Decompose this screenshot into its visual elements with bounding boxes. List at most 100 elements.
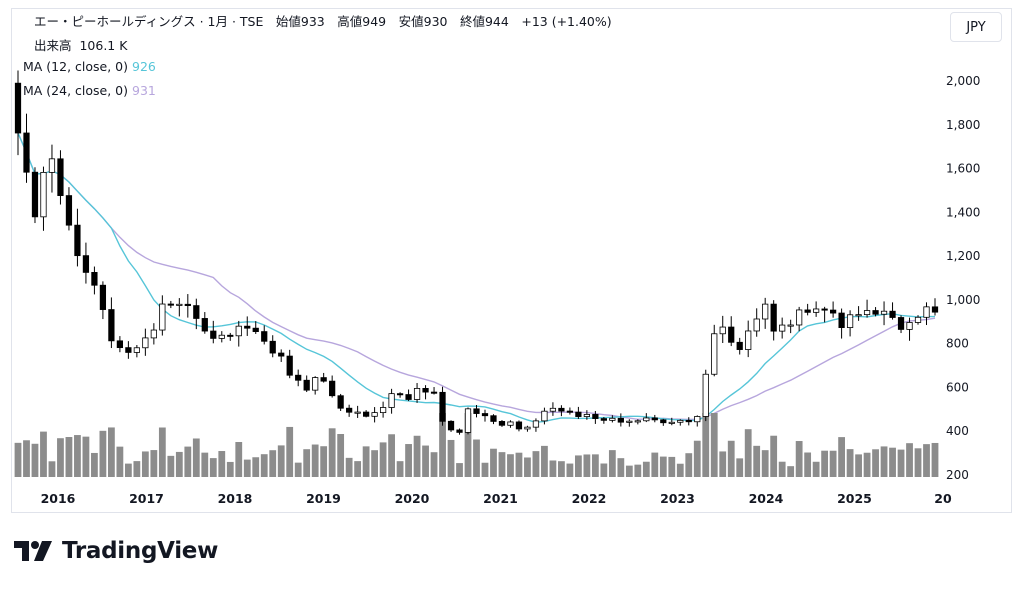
candle-body	[108, 309, 115, 342]
volume-bar	[524, 457, 531, 477]
volume-legend: 出来高 106.1 K	[34, 35, 127, 54]
candle-body	[74, 224, 81, 257]
ma12-legend[interactable]: MA (12, close, 0) 926	[23, 59, 156, 74]
candle-body	[906, 322, 913, 330]
volume-bar	[303, 449, 311, 477]
candle-body	[422, 388, 429, 393]
volume-bar	[345, 457, 353, 477]
candle-body	[745, 330, 752, 350]
candle-body	[549, 407, 557, 412]
y-tick-label: 1,600	[946, 162, 980, 176]
y-tick-label: 400	[946, 424, 969, 438]
volume-bar	[507, 454, 514, 477]
volume-bar	[14, 442, 22, 477]
candle-body	[320, 377, 327, 382]
volume-bar	[158, 427, 166, 477]
volume-value: 106.1 K	[79, 38, 128, 53]
y-tick-label: 1,000	[946, 293, 980, 307]
price-chart[interactable]: 200 400 600 800 1,000 1,200 1,400 1,600 1,800 2,0…	[12, 9, 1011, 512]
volume-bar	[320, 446, 328, 477]
ma24-line	[17, 132, 936, 421]
currency-button[interactable]: JPY	[950, 12, 1002, 42]
candle-body	[269, 340, 276, 354]
volume-bar	[175, 451, 183, 477]
candle-body	[65, 195, 73, 226]
candle-body	[48, 158, 56, 173]
symbol-legend: エー・ピーホールディングス · 1月 · TSE 始値933 高値949 安値9…	[34, 11, 612, 30]
volume-bar	[82, 436, 90, 477]
volume-bar	[863, 452, 871, 477]
volume-bar	[889, 447, 896, 477]
volume-label: 出来高	[34, 38, 72, 53]
volume-bar	[57, 438, 64, 477]
candle-body	[863, 310, 871, 316]
candle-body	[643, 417, 650, 422]
volume-bar	[872, 449, 879, 477]
candle-body	[541, 410, 548, 422]
volume-bar	[473, 439, 480, 477]
candle-body	[167, 303, 174, 306]
candle-body	[210, 330, 217, 339]
candle-body	[490, 415, 497, 422]
candle-body	[261, 331, 268, 342]
volume-bar	[838, 437, 845, 477]
candle-body	[346, 407, 353, 413]
candle-body	[227, 334, 234, 337]
x-tick-label: 2020	[395, 491, 430, 506]
candle-body	[354, 411, 361, 414]
candle-body	[295, 374, 302, 381]
volume-bar	[133, 461, 141, 477]
volume-bar	[685, 453, 693, 477]
volume-bar	[422, 445, 429, 477]
volume-bar	[897, 449, 905, 477]
candle-body	[685, 419, 692, 423]
candle-body	[473, 408, 480, 414]
volume-bar	[447, 439, 455, 477]
tradingview-logo-icon	[14, 541, 52, 561]
candle-body	[439, 391, 446, 422]
volume-bar	[294, 462, 302, 477]
candle-body	[481, 413, 489, 417]
candle-body	[677, 419, 684, 423]
candle-body	[855, 314, 862, 317]
ohlc-values: 始値933 高値949 安値930 終値944 +13 (+1.40%)	[275, 14, 612, 29]
volume-bar	[846, 449, 854, 477]
candle-body	[779, 324, 786, 332]
x-tick-label: 2019	[306, 491, 341, 506]
candle-body	[82, 255, 90, 273]
volume-bar	[201, 452, 209, 477]
candle-body	[125, 347, 132, 353]
volume-bar	[591, 454, 599, 477]
candle-body	[193, 305, 200, 319]
candle-body	[626, 420, 633, 423]
volume-bar	[31, 443, 39, 477]
volume-bar	[821, 450, 829, 477]
candle-body	[592, 414, 599, 419]
volume-bar	[490, 448, 497, 477]
volume-bar	[515, 452, 523, 477]
volume-bar	[150, 450, 158, 477]
volume-bar	[558, 461, 565, 477]
x-tick-label: 2025	[837, 491, 872, 506]
volume-bar	[753, 445, 761, 477]
x-tick-label: 2018	[218, 491, 253, 506]
candle-body	[388, 393, 395, 408]
candle-body	[379, 407, 387, 414]
volume-bar	[235, 442, 243, 477]
volume-bar	[464, 413, 472, 477]
volume-bar	[719, 451, 727, 477]
candle-body	[728, 326, 735, 343]
volume-bar	[659, 456, 667, 477]
volume-bar	[676, 463, 684, 477]
chart-pane[interactable]: 200 400 600 800 1,000 1,200 1,400 1,600 1,800 2,0…	[11, 8, 1012, 513]
volume-bar	[693, 440, 701, 477]
tradingview-logo[interactable]: TradingView	[14, 538, 218, 564]
ma24-legend[interactable]: MA (24, close, 0) 931	[23, 83, 156, 98]
volume-bar	[260, 454, 268, 477]
candle-body	[846, 314, 854, 328]
candle-body	[880, 310, 888, 315]
ma24-value: 931	[132, 83, 156, 98]
symbol-title: エー・ピーホールディングス · 1月 · TSE	[34, 14, 264, 29]
volume-bar	[804, 452, 812, 477]
volume-bar	[625, 465, 633, 477]
